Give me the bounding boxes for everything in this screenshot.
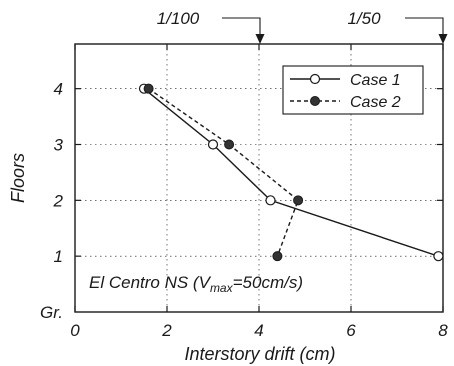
- legend-marker-case-1: [309, 73, 321, 85]
- y-tick-label: 2: [53, 191, 64, 210]
- drift-marker-label-1-50: 1/50: [347, 9, 381, 28]
- data-point-case-2: [293, 195, 304, 206]
- x-tick-label: 6: [346, 321, 356, 340]
- y-tick-label: 3: [54, 136, 64, 155]
- legend-marker-case-2: [310, 96, 320, 106]
- drift-marker-arrow-1-50: [405, 17, 444, 40]
- annotation-suffix: =50cm/s): [233, 273, 303, 292]
- y-tick-label: 4: [54, 80, 63, 99]
- tick-layer: 0 2 4 6 8 Gr. 1 2 3 4: [40, 44, 448, 340]
- annotation-prefix: El Centro NS (V: [89, 273, 212, 292]
- x-tick-label: 8: [438, 321, 448, 340]
- x-tick-label: 4: [254, 321, 263, 340]
- data-point-case-1: [265, 195, 276, 206]
- y-tick-label: Gr.: [40, 303, 63, 322]
- data-point-case-2: [143, 83, 154, 94]
- x-axis-title: Interstory drift (cm): [184, 344, 335, 364]
- drift-marker-arrow-1-100: [222, 17, 261, 40]
- data-point-case-1: [207, 139, 219, 150]
- data-point-case-2: [224, 139, 235, 150]
- y-tick-label: 1: [54, 247, 63, 266]
- drift-marker-1-100: 1/100: [157, 9, 265, 44]
- legend: Case 1 Case 2: [282, 65, 424, 115]
- series-layer: [138, 83, 444, 262]
- series-line-case-2: [148, 88, 299, 257]
- arrowhead-icon: [255, 34, 265, 44]
- series-line-case-1: [143, 88, 439, 257]
- legend-label-case-2: Case 2: [350, 94, 401, 111]
- earthquake-annotation: El Centro NS (Vmax=50cm/s): [89, 273, 303, 295]
- arrowhead-icon: [438, 34, 448, 44]
- x-tick-label: 0: [70, 321, 80, 340]
- data-point-case-2: [272, 251, 283, 262]
- drift-marker-1-50: 1/50: [347, 9, 448, 44]
- grid-layer: [75, 44, 443, 312]
- y-axis-title: Floors: [8, 153, 28, 203]
- x-tick-label: 2: [161, 321, 172, 340]
- legend-label-case-1: Case 1: [350, 72, 401, 89]
- drift-marker-label-1-100: 1/100: [157, 9, 200, 28]
- legend-box: [282, 65, 424, 115]
- data-point-case-1: [433, 251, 444, 262]
- annotation-subscript: max: [210, 281, 234, 295]
